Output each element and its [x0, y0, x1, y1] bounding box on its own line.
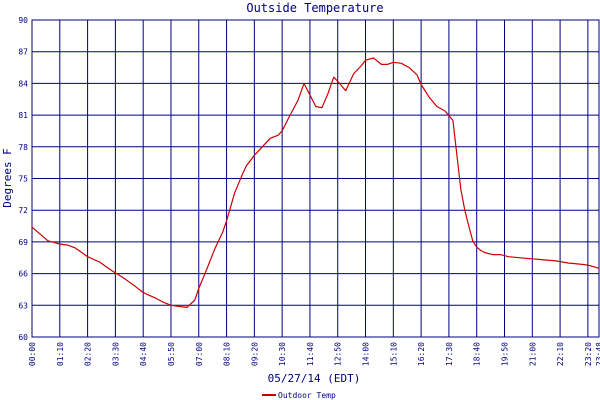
series-layer — [31, 57, 600, 308]
y-tick-label: 75 — [18, 175, 28, 184]
x-tick-label: 11:40 — [306, 342, 315, 366]
x-tick-label: 03:30 — [111, 342, 120, 366]
y-tick-label: 78 — [18, 143, 28, 152]
x-tick-label: 16:20 — [417, 342, 426, 366]
x-tick-label: 02:20 — [84, 342, 93, 366]
x-axis-label: 05/27/14 (EDT) — [268, 372, 361, 385]
x-tick-label: 05:50 — [167, 342, 176, 366]
y-tick-label: 87 — [18, 48, 28, 57]
x-tick-label: 21:00 — [528, 342, 537, 366]
y-tick-label: 81 — [18, 111, 28, 120]
x-tick-label: 09:20 — [250, 342, 259, 366]
x-tick-label: 23:48 — [595, 342, 600, 366]
x-tick-label: 17:30 — [445, 342, 454, 366]
legend-label: Outdoor Temp — [278, 391, 336, 400]
legend: Outdoor Temp — [262, 391, 336, 400]
series-line-outdoor-temp — [31, 57, 600, 308]
y-tick-label: 84 — [18, 79, 28, 88]
y-tick-labels: 60 63 66 69 72 75 78 81 84 87 90 — [18, 16, 28, 342]
x-tick-label: 08:10 — [223, 342, 232, 366]
y-tick-label: 90 — [18, 16, 28, 25]
x-tick-label: 14:00 — [362, 342, 371, 366]
y-tick-label: 66 — [18, 270, 28, 279]
plot-area-border — [31, 19, 600, 338]
grid-lines — [31, 19, 600, 338]
x-tick-label: 04:40 — [139, 342, 148, 366]
chart-title: Outside Temperature — [246, 1, 383, 15]
x-tick-label: 15:10 — [389, 342, 398, 366]
x-tick-label: 12:50 — [334, 342, 343, 366]
y-tick-label: 72 — [18, 206, 28, 215]
x-tick-label: 19:50 — [501, 342, 510, 366]
x-tick-label: 23:20 — [584, 342, 593, 366]
x-tick-label: 18:40 — [473, 342, 482, 366]
y-tick-label: 69 — [18, 238, 28, 247]
y-tick-label: 60 — [18, 333, 28, 342]
x-tick-labels: 00:00 01:10 02:20 03:30 04:40 05:50 07:00 08:10… — [28, 342, 600, 366]
y-axis-label: Degrees F — [1, 148, 14, 208]
x-tick-label: 10:30 — [278, 342, 287, 366]
x-tick-label: 00:00 — [28, 342, 37, 366]
x-tick-label: 07:00 — [195, 342, 204, 366]
y-tick-label: 63 — [18, 301, 28, 310]
x-tick-label: 22:10 — [556, 342, 565, 366]
x-tick-label: 01:10 — [56, 342, 65, 366]
